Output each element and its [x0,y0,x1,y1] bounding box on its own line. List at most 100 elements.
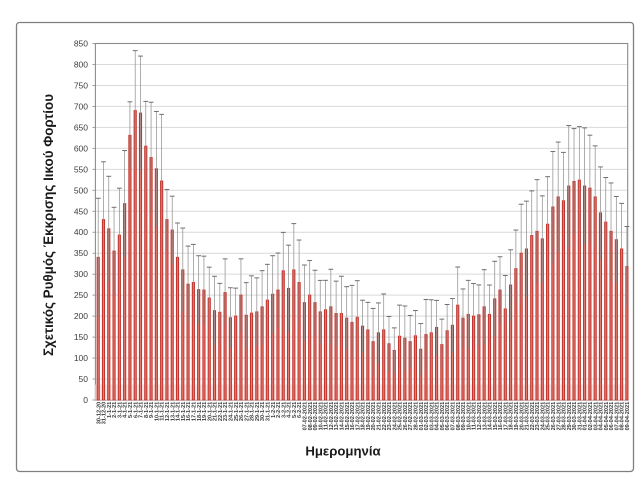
svg-text:03-03-2021: 03-03-2021 [429,402,435,431]
svg-text:2-2-21: 2-2-21 [276,402,282,418]
svg-text:2-1-21: 2-1-21 [112,402,118,418]
svg-text:19-1-21: 19-1-21 [202,402,208,421]
svg-text:22-03-2021: 22-03-2021 [530,402,536,431]
svg-text:16-03-2021: 16-03-2021 [498,402,504,431]
svg-text:20-1-21: 20-1-21 [207,402,213,421]
svg-text:50: 50 [79,374,89,384]
svg-text:19-02-2021: 19-02-2021 [366,402,372,431]
svg-text:26-02-2021: 26-02-2021 [403,402,409,431]
svg-text:15-03-2021: 15-03-2021 [493,402,499,431]
svg-text:03-04-2021: 03-04-2021 [593,402,599,431]
svg-text:09-04-2021: 09-04-2021 [625,402,631,431]
svg-text:26-1-21: 26-1-21 [239,402,245,421]
svg-text:7-1-21: 7-1-21 [139,402,145,418]
svg-text:09-02-2021: 09-02-2021 [313,402,319,431]
svg-text:150: 150 [74,332,88,342]
svg-text:13-02-2021: 13-02-2021 [334,402,340,431]
svg-text:500: 500 [74,185,88,195]
svg-text:28-02-2021: 28-02-2021 [414,402,420,431]
svg-text:09-03-2021: 09-03-2021 [461,402,467,431]
svg-text:22-1-21: 22-1-21 [218,402,224,421]
svg-text:02-03-2021: 02-03-2021 [424,402,430,431]
svg-text:05-03-2021: 05-03-2021 [440,402,446,431]
svg-text:6-2-21: 6-2-21 [297,402,303,418]
svg-text:23-03-2021: 23-03-2021 [535,402,541,431]
svg-text:800: 800 [74,59,88,69]
svg-text:24-03-2021: 24-03-2021 [540,402,546,431]
svg-text:4-2-21: 4-2-21 [287,402,293,418]
svg-text:29-1-21: 29-1-21 [255,402,261,421]
svg-text:30-03-2021: 30-03-2021 [572,402,578,431]
svg-text:600: 600 [74,143,88,153]
svg-text:17-02-2021: 17-02-2021 [355,402,361,431]
svg-text:26-03-2021: 26-03-2021 [551,402,557,431]
svg-text:08-02-2021: 08-02-2021 [308,402,314,431]
svg-text:31-1-21: 31-1-21 [265,402,271,421]
svg-text:10-1-21: 10-1-21 [154,402,160,421]
svg-text:21-02-2021: 21-02-2021 [377,402,383,431]
svg-text:06-03-2021: 06-03-2021 [445,402,451,431]
svg-text:8-1-21: 8-1-21 [144,402,150,418]
svg-text:350: 350 [74,248,88,258]
svg-text:07-03-2021: 07-03-2021 [451,402,457,431]
svg-text:400: 400 [74,227,88,237]
svg-text:20-02-2021: 20-02-2021 [371,402,377,431]
svg-text:23-1-21: 23-1-21 [223,402,229,421]
svg-text:1-1-21: 1-1-21 [107,402,113,418]
svg-text:550: 550 [74,164,88,174]
svg-text:1-2-21: 1-2-21 [271,402,277,418]
svg-text:3-2-21: 3-2-21 [281,402,287,418]
svg-text:700: 700 [74,101,88,111]
svg-text:3-1-21: 3-1-21 [117,402,123,418]
svg-text:750: 750 [74,80,88,90]
svg-text:12-02-2021: 12-02-2021 [329,402,335,431]
svg-text:24-02-2021: 24-02-2021 [392,402,398,431]
svg-text:17-03-2021: 17-03-2021 [503,402,509,431]
svg-text:14-1-21: 14-1-21 [176,402,182,421]
svg-text:13-1-21: 13-1-21 [170,402,176,421]
svg-text:08-03-2021: 08-03-2021 [456,402,462,431]
svg-text:15-1-21: 15-1-21 [181,402,187,421]
svg-text:19-03-2021: 19-03-2021 [514,402,520,431]
svg-text:6-1-21: 6-1-21 [133,402,139,418]
svg-text:12-1-21: 12-1-21 [165,402,171,421]
svg-text:28-1-21: 28-1-21 [250,402,256,421]
svg-text:29-03-2021: 29-03-2021 [567,402,573,431]
svg-text:08-04-2021: 08-04-2021 [620,402,626,431]
svg-text:02-04-2021: 02-04-2021 [588,402,594,431]
svg-text:18-03-2021: 18-03-2021 [509,402,515,431]
svg-text:14-03-2021: 14-03-2021 [488,402,494,431]
svg-text:17-1-21: 17-1-21 [191,402,197,421]
svg-text:850: 850 [74,39,88,49]
svg-text:450: 450 [74,206,88,216]
svg-text:07-02-2021: 07-02-2021 [302,402,308,431]
svg-text:11-03-2021: 11-03-2021 [472,402,478,430]
svg-text:10-03-2021: 10-03-2021 [466,402,472,431]
svg-text:13-03-2021: 13-03-2021 [482,402,488,431]
svg-text:Ημερομηνία: Ημερομηνία [305,443,380,458]
svg-text:06-04-2021: 06-04-2021 [609,402,615,431]
svg-text:30-12-20: 30-12-20 [96,402,102,424]
svg-text:Σχετικός Ρυθμός Έκκρισης Ιικού: Σχετικός Ρυθμός Έκκρισης Ιικού Φορτίου [41,94,56,356]
svg-text:4-1-21: 4-1-21 [123,402,129,418]
svg-text:11-02-2021: 11-02-2021 [324,402,330,430]
svg-text:11-1-21: 11-1-21 [160,402,166,421]
svg-text:300: 300 [74,269,88,279]
svg-text:31-12-20: 31-12-20 [102,402,108,424]
svg-text:01-03-2021: 01-03-2021 [419,402,425,431]
svg-text:650: 650 [74,122,88,132]
svg-text:14-02-2021: 14-02-2021 [340,402,346,431]
svg-text:15-02-2021: 15-02-2021 [345,402,351,431]
svg-text:31-03-2021: 31-03-2021 [577,402,583,431]
svg-text:18-02-2021: 18-02-2021 [361,402,367,431]
svg-text:05-04-2021: 05-04-2021 [604,402,610,431]
svg-text:07-04-2021: 07-04-2021 [614,402,620,431]
svg-text:10-02-2021: 10-02-2021 [318,402,324,431]
svg-text:5-2-21: 5-2-21 [292,402,298,418]
svg-text:12-03-2021: 12-03-2021 [477,402,483,431]
svg-text:16-1-21: 16-1-21 [186,402,192,421]
svg-text:9-1-21: 9-1-21 [149,402,155,418]
svg-text:16-02-2021: 16-02-2021 [350,402,356,431]
svg-text:21-1-21: 21-1-21 [213,402,219,421]
svg-text:25-1-21: 25-1-21 [234,402,240,421]
